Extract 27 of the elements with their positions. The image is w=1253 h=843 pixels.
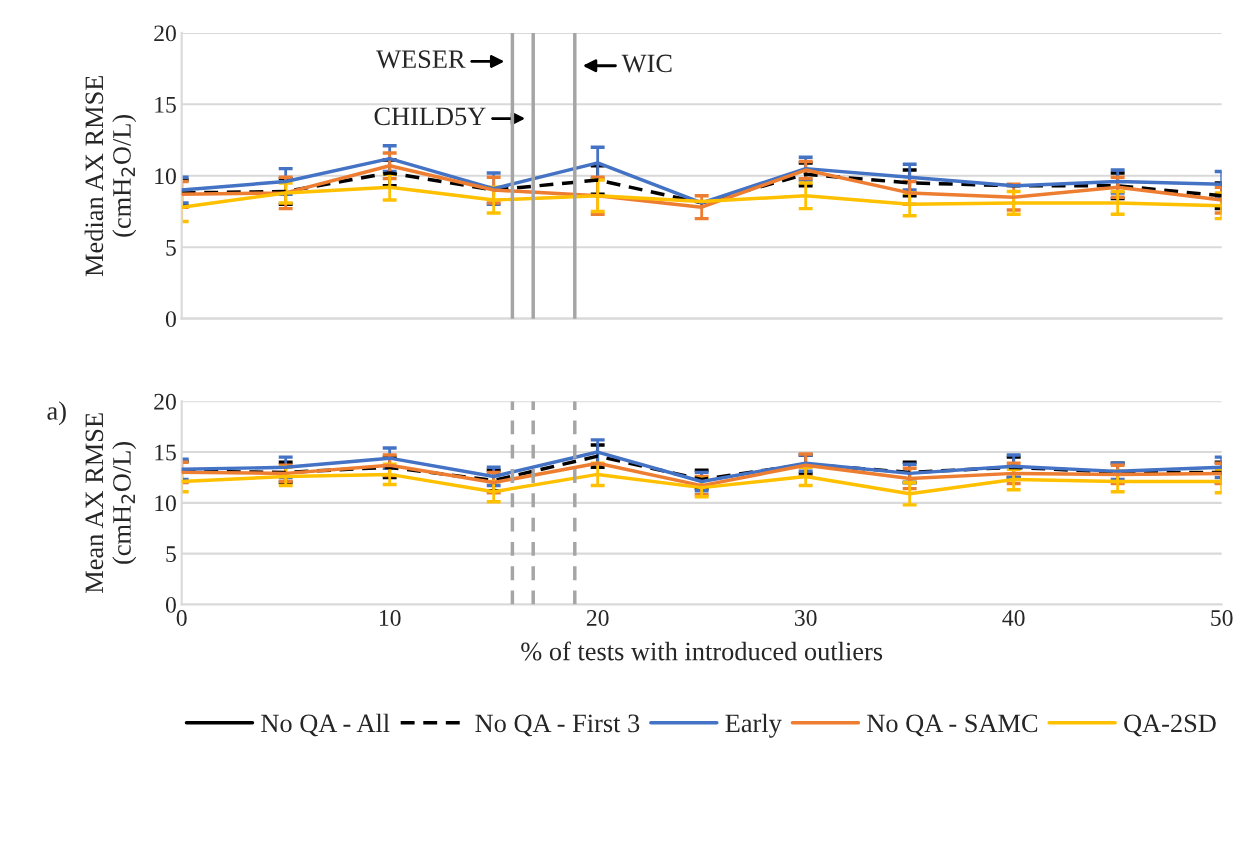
x-tick-label: 10 — [379, 609, 401, 626]
text: a) — [47, 401, 66, 426]
x-axis-title: % of tests with introduced outliers — [521, 641, 883, 661]
y-tick-label: 10 — [155, 495, 176, 512]
x-tick-label: 20 — [586, 609, 609, 626]
y-tick-label: 0 — [165, 596, 176, 613]
y-axis-title: Median AX RMSE (cmH$_{2}$O/L) — [84, 75, 137, 277]
y-tick-label: 0 — [165, 311, 176, 328]
annotation: WESER — [376, 50, 466, 69]
annotation: CHILD5Y — [374, 107, 486, 126]
legend-label: No QA - First 3 — [475, 714, 640, 737]
y-tick-label: 15 — [155, 96, 176, 113]
legend-label: Early — [725, 713, 782, 738]
y-axis-title: Mean AX RMSE (cmH$_{2}$O/L) — [85, 413, 137, 593]
y-tick-label: 5 — [166, 546, 176, 563]
annotation: WIC — [621, 54, 672, 73]
x-tick-label: 50 — [1211, 609, 1233, 626]
x-tick-label: 40 — [1002, 609, 1025, 626]
x-tick-label: 30 — [795, 609, 817, 626]
y-tick-label: 10 — [155, 168, 176, 185]
y-tick-label: 20 — [154, 25, 176, 42]
legend-label: No QA - SAMC — [867, 714, 1038, 737]
legend-label: No QA - All — [261, 713, 390, 737]
y-tick-label: 20 — [154, 393, 176, 410]
legend-label: QA-2SD — [1124, 714, 1216, 737]
y-tick-label: 5 — [166, 239, 176, 256]
y-tick-label: 15 — [155, 444, 176, 461]
